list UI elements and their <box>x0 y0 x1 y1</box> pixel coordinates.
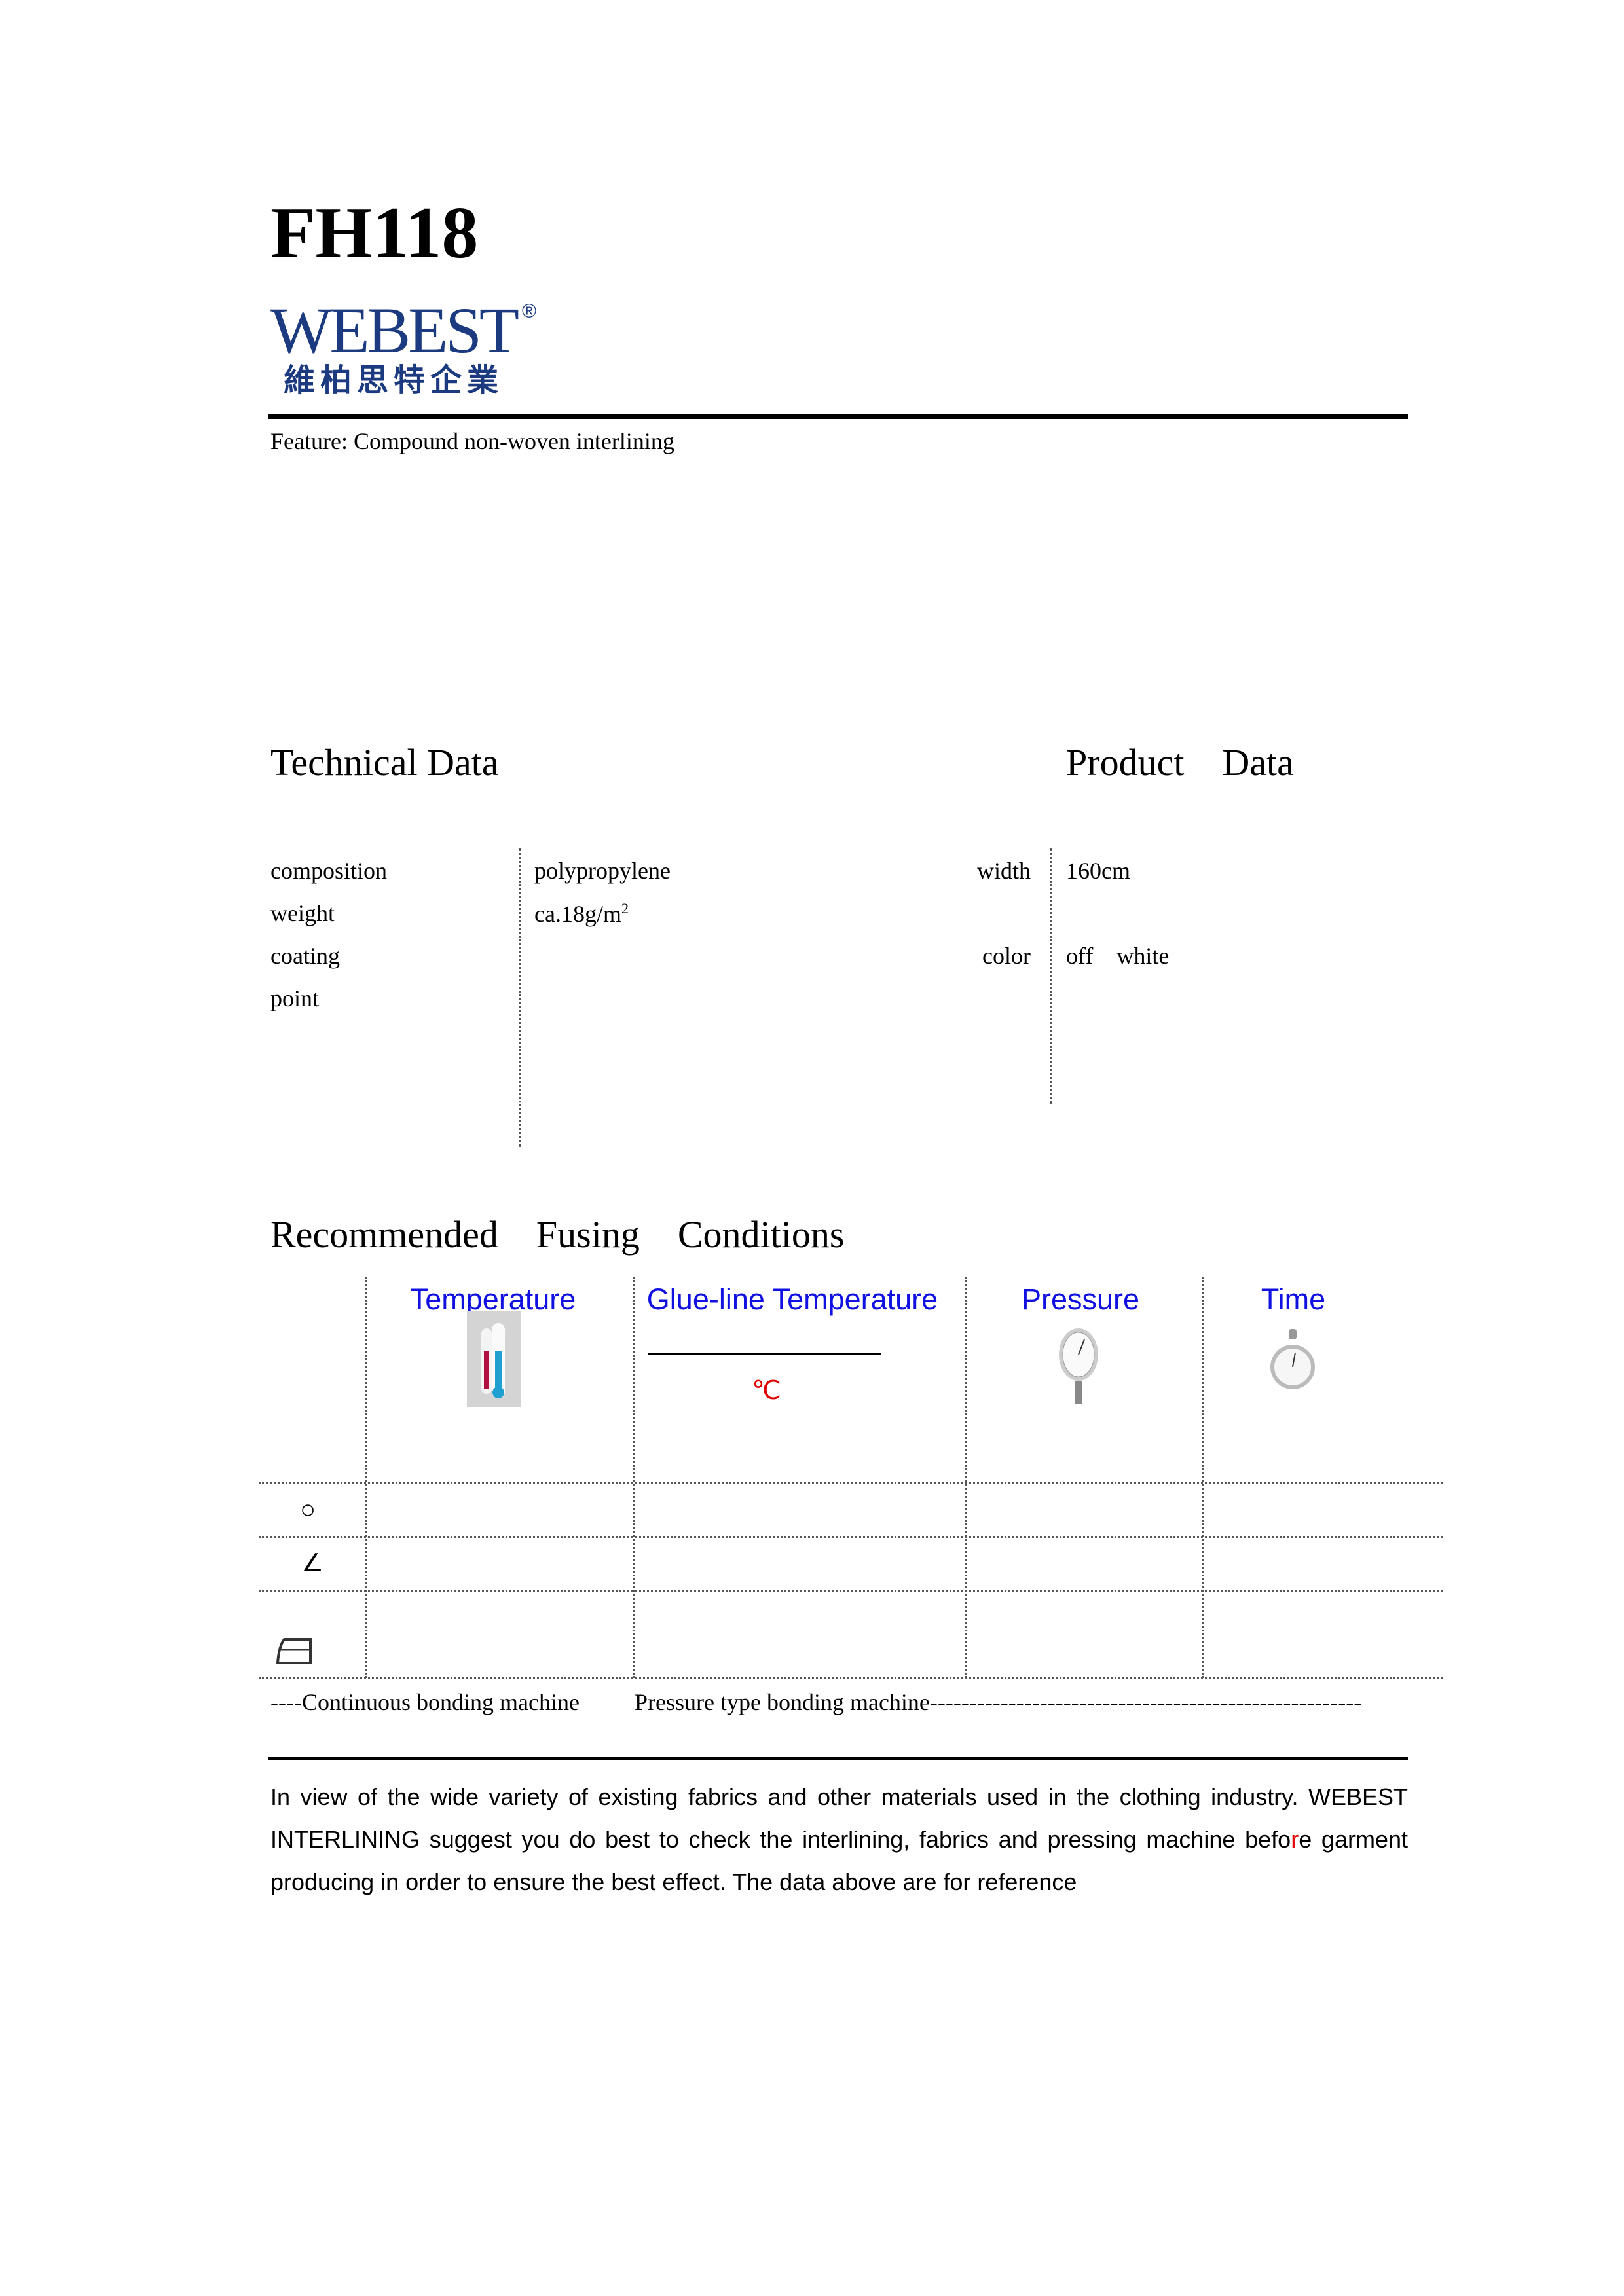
stopwatch-icon <box>1266 1329 1319 1398</box>
col-header-pressure: Pressure <box>1021 1283 1140 1316</box>
product-label-color: color <box>982 943 1031 969</box>
product-label-width: width <box>976 858 1031 884</box>
thermometer-icon <box>467 1311 521 1410</box>
tech-label-composition: composition <box>270 858 387 884</box>
fusing-heading: Recommended Fusing Conditions <box>270 1213 845 1256</box>
registered-mark: ® <box>521 301 537 322</box>
table-divider <box>1202 1277 1204 1678</box>
iron-icon <box>275 1637 314 1669</box>
tech-value-weight: ca.18g/m2 <box>534 900 629 927</box>
tech-label-point: point <box>270 985 320 1011</box>
table-row-divider <box>259 1590 1443 1592</box>
pressure-gauge-icon <box>1056 1325 1101 1410</box>
table-divider <box>365 1277 367 1678</box>
product-column-divider <box>1050 848 1052 1104</box>
technical-data-heading: Technical Data <box>270 741 499 784</box>
col-header-time: Time <box>1261 1283 1326 1316</box>
symbol-angle: ∠ <box>301 1548 324 1577</box>
tech-label-coating: coating <box>270 943 340 969</box>
disclaimer-paragraph: In view of the wide variety of existing … <box>270 1783 1408 1895</box>
tech-label-weight: weight <box>270 900 335 926</box>
header-divider <box>268 414 1408 419</box>
table-divider <box>633 1277 635 1678</box>
logo-name-en: WEBEST <box>270 294 519 367</box>
col-header-glue-line-temperature: Glue-line Temperature <box>646 1283 938 1316</box>
tech-column-divider <box>519 848 521 1147</box>
product-value-width: 160cm <box>1066 858 1130 884</box>
table-divider <box>965 1277 967 1678</box>
webest-logo: WEBEST ® 維柏思特企業 <box>270 298 536 399</box>
feature-text: Feature: Compound non-woven interlining <box>270 428 674 454</box>
symbol-circle: ○ <box>300 1495 316 1524</box>
continuous-machine-note: ----Continuous bonding machine <box>270 1689 580 1715</box>
pressure-machine-note: Pressure type bonding machine-----------… <box>635 1689 1362 1715</box>
footer-divider <box>268 1757 1408 1760</box>
glue-line-blank <box>648 1353 881 1355</box>
col-header-temperature: Temperature <box>410 1283 576 1316</box>
product-value-color: off white <box>1066 943 1170 969</box>
celsius-unit: ℃ <box>752 1376 781 1405</box>
product-code-title: FH118 <box>270 192 479 274</box>
tech-value-composition: polypropylene <box>534 858 671 884</box>
table-row-divider <box>259 1536 1443 1538</box>
logo-name-cn: 維柏思特企業 <box>284 362 504 399</box>
table-row-divider <box>259 1677 1443 1679</box>
product-data-heading: Product Data <box>1066 741 1294 784</box>
table-row-divider <box>259 1482 1443 1484</box>
